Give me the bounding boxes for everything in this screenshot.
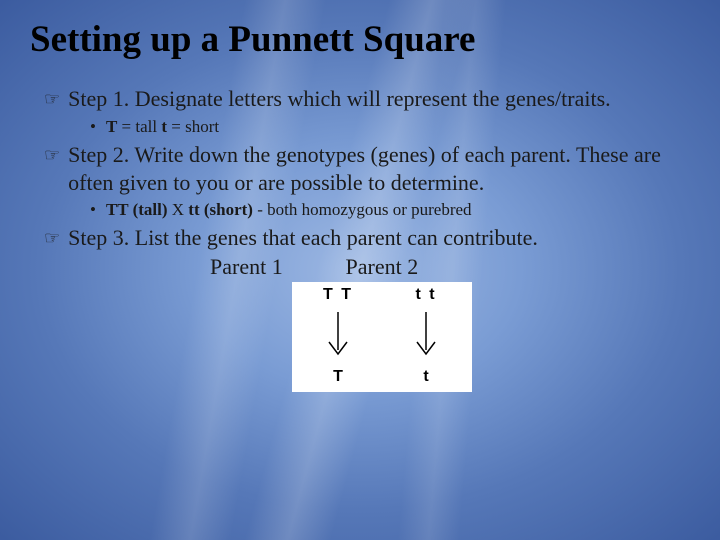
parent-2-label: Parent 2 (346, 254, 419, 279)
step-1-text: Step 1. Designate letters which will rep… (68, 85, 611, 113)
step-2-sub: • TT (tall) X tt (short) - both homozygo… (90, 200, 690, 220)
arrow-down-icon (298, 308, 378, 360)
parent-labels: Parent 1 Parent 2 (210, 254, 690, 280)
bullet-icon: • (90, 200, 96, 220)
step-2: ☞ Step 2. Write down the genotypes (gene… (44, 141, 690, 196)
step-3-text: Step 3. List the genes that each parent … (68, 224, 538, 252)
parent-1-label: Parent 1 (210, 254, 340, 280)
step-1-sub-text: T = tall t = short (106, 117, 219, 137)
step-2-sub-text: TT (tall) X tt (short) - both homozygous… (106, 200, 472, 220)
diagram-top-left: T T (298, 286, 378, 304)
pointer-icon: ☞ (44, 141, 60, 169)
allele-diagram: T T t t T t (292, 282, 472, 392)
diagram-top-right: t t (386, 286, 466, 304)
diagram-bottom-right: t (386, 368, 466, 386)
bullet-icon: • (90, 117, 96, 137)
slide-title: Setting up a Punnett Square (30, 18, 690, 61)
step-2-text: Step 2. Write down the genotypes (genes)… (68, 141, 690, 196)
step-1-sub: • T = tall t = short (90, 117, 690, 137)
pointer-icon: ☞ (44, 224, 60, 252)
arrow-down-icon (386, 308, 466, 360)
step-3: ☞ Step 3. List the genes that each paren… (44, 224, 690, 252)
step-1: ☞ Step 1. Designate letters which will r… (44, 85, 690, 113)
diagram-bottom-left: T (298, 368, 378, 386)
pointer-icon: ☞ (44, 85, 60, 113)
